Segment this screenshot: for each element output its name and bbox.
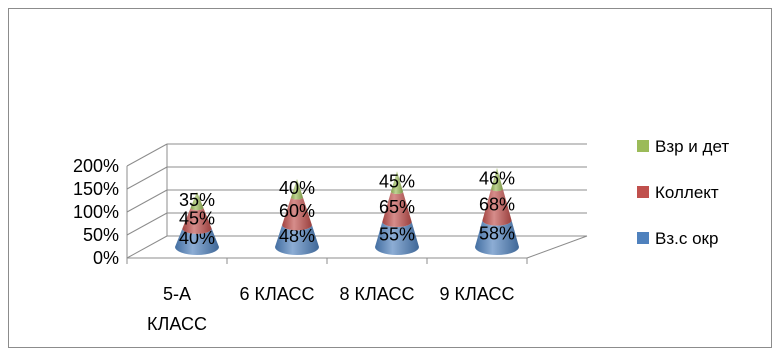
- cone-segment: [182, 207, 212, 234]
- data-label: 65%: [379, 197, 415, 217]
- data-label: 58%: [479, 224, 515, 244]
- y-tick-label: 150%: [73, 179, 119, 199]
- y-tick-label: 0%: [93, 248, 119, 268]
- data-label: 60%: [279, 201, 315, 221]
- legend-swatch: [637, 186, 649, 198]
- chart-area: 0% 50% 100% 150% 200% 40% 45% 35% 5-А КЛАСС 48% 60%…: [8, 8, 772, 348]
- x-tick-label: 6 КЛАСС: [240, 284, 315, 304]
- gridline-side: [126, 189, 168, 213]
- cone-segment: [391, 171, 403, 194]
- cone-chart: 0%50%100%150%200%40%45%35%5-АКЛАСС48%60%…: [73, 137, 729, 334]
- cone-segment: [375, 221, 419, 255]
- data-label: 46%: [479, 168, 515, 188]
- x-tick-label: 8 КЛАСС: [340, 284, 415, 304]
- data-label: 48%: [279, 226, 315, 246]
- legend-swatch: [637, 140, 649, 152]
- legend-label: Вз.с окр: [655, 229, 718, 248]
- cone-segment: [482, 189, 512, 226]
- legend-label: Взр и дет: [655, 137, 729, 156]
- cone-segment: [382, 191, 412, 228]
- cone-segment: [475, 220, 519, 255]
- legend-label: Коллект: [655, 183, 719, 202]
- cone-segment: [282, 197, 312, 231]
- x-tick-label: 5-А: [163, 284, 191, 304]
- floor-edge: [526, 235, 588, 259]
- x-tick-label: 9 КЛАСС: [440, 284, 515, 304]
- cone-segment: [291, 178, 303, 200]
- cone-segment: [491, 167, 503, 192]
- gridline-side: [126, 166, 168, 190]
- legend-swatch: [637, 232, 649, 244]
- gridline-side: [126, 235, 168, 259]
- gridline-side: [126, 212, 168, 236]
- cone-segment: [275, 224, 319, 255]
- data-label: 45%: [379, 171, 415, 191]
- x-tick-label: КЛАСС: [147, 314, 207, 334]
- data-label: 45%: [179, 208, 215, 228]
- cone-segment: [190, 191, 204, 211]
- data-label: 55%: [379, 224, 415, 244]
- data-label: 35%: [179, 190, 215, 210]
- cone-segment: [175, 228, 219, 255]
- gridline-side: [126, 143, 168, 167]
- data-label: 40%: [279, 178, 315, 198]
- y-tick-label: 50%: [83, 225, 119, 245]
- y-tick-label: 100%: [73, 202, 119, 222]
- y-tick-label: 200%: [73, 156, 119, 176]
- data-label: 68%: [479, 195, 515, 215]
